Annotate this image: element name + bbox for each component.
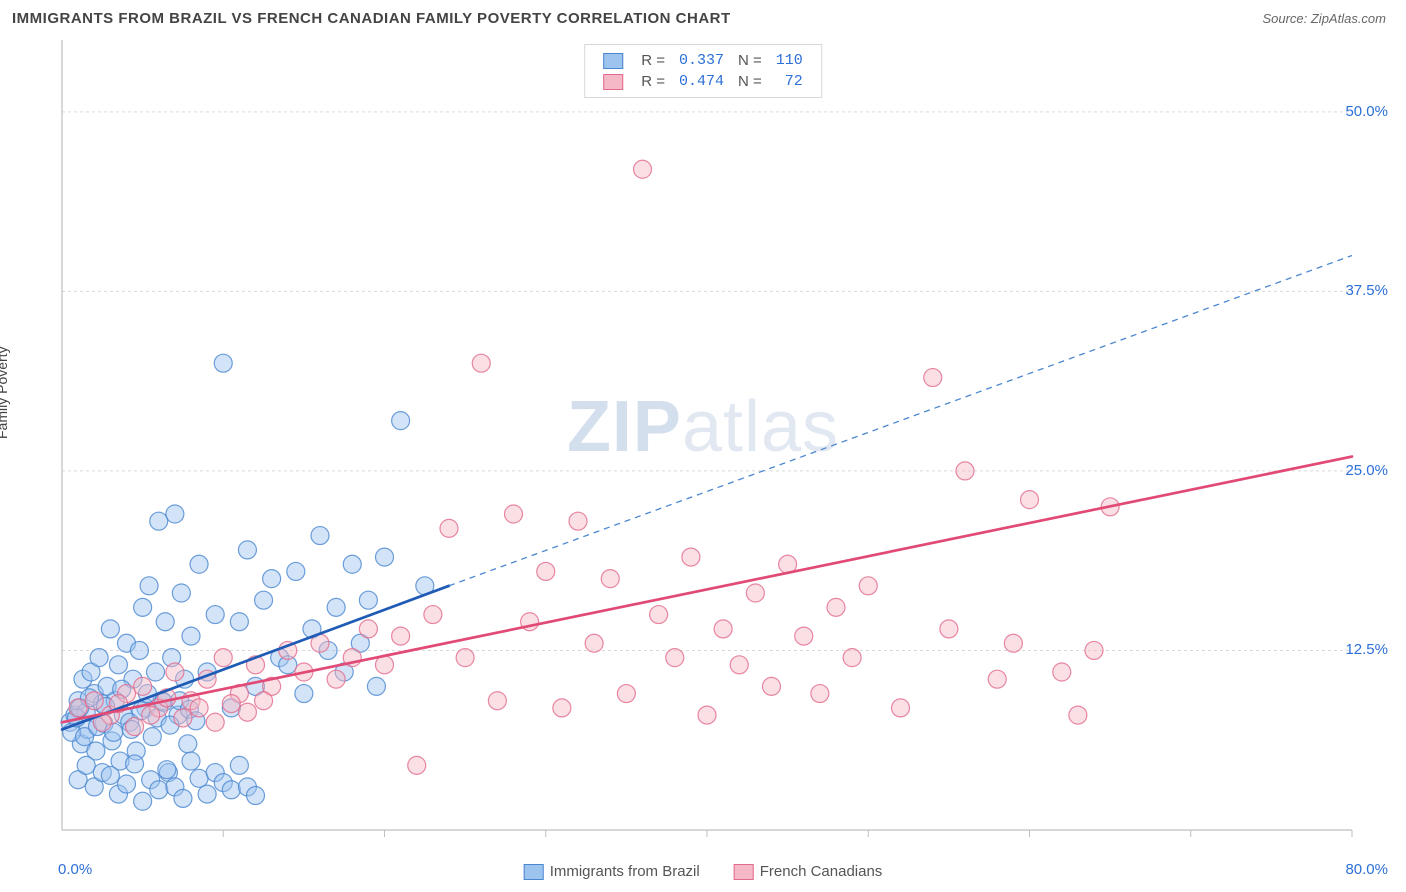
x-axis-max-label: 80.0%	[1345, 861, 1388, 878]
y-axis-tick-label: 25.0%	[1345, 462, 1388, 479]
correlation-legend: R =0.337N =110R =0.474N =72	[584, 44, 822, 98]
y-axis-tick-label: 50.0%	[1345, 103, 1388, 120]
legend-item: French Canadians	[734, 863, 883, 880]
y-axis-label: Family Poverty	[0, 346, 10, 439]
series-legend: Immigrants from Brazil French Canadians	[524, 863, 883, 880]
legend-item: Immigrants from Brazil	[524, 863, 700, 880]
source-prefix: Source:	[1262, 11, 1310, 26]
chart-container: Family Poverty ZIPatlas R =0.337N =110R …	[12, 40, 1394, 882]
scatter-plot-svg	[12, 40, 1392, 880]
source-attribution: Source: ZipAtlas.com	[1262, 11, 1386, 26]
chart-title: IMMIGRANTS FROM BRAZIL VS FRENCH CANADIA…	[12, 10, 731, 27]
y-axis-tick-label: 12.5%	[1345, 641, 1388, 658]
x-axis-min-label: 0.0%	[58, 861, 92, 878]
source-link[interactable]: ZipAtlas.com	[1311, 11, 1386, 26]
y-axis-tick-label: 37.5%	[1345, 282, 1388, 299]
